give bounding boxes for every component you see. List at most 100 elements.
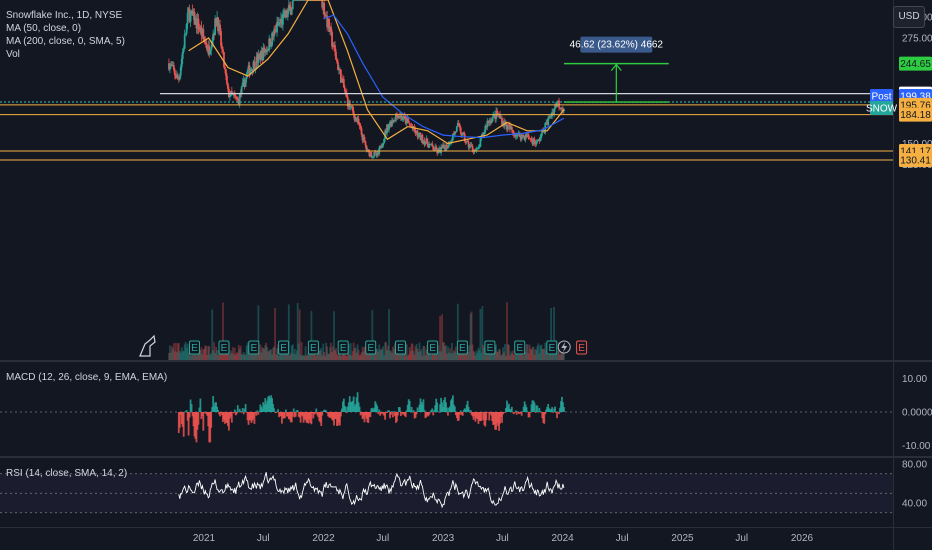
candle-body bbox=[529, 138, 532, 140]
candle-body bbox=[288, 5, 291, 7]
volume-bar bbox=[477, 347, 480, 360]
volume-bar bbox=[416, 348, 419, 360]
volume-bar bbox=[296, 302, 299, 360]
candle-body bbox=[230, 90, 233, 95]
candle-body bbox=[377, 152, 380, 154]
candle-body bbox=[280, 18, 282, 23]
macd-histogram-bar bbox=[479, 412, 482, 422]
candle-body bbox=[237, 99, 240, 104]
horizontal-levels[interactable] bbox=[0, 93, 893, 161]
macd-histogram-bar bbox=[400, 412, 403, 413]
volume-bar bbox=[238, 348, 241, 360]
candle-body bbox=[454, 131, 457, 133]
volume-bar bbox=[315, 355, 318, 360]
candle-body bbox=[396, 115, 399, 119]
candle-body bbox=[365, 145, 368, 150]
earnings-marker-label: E bbox=[397, 343, 404, 354]
macd-histogram-bar bbox=[251, 412, 254, 421]
macd-histogram-bar bbox=[446, 407, 448, 412]
volume-bar bbox=[288, 355, 291, 360]
macd-legend[interactable]: MACD (12, 26, close, 9, EMA, EMA) bbox=[6, 372, 168, 383]
candle-body bbox=[366, 149, 369, 151]
volume-bar bbox=[178, 350, 181, 360]
macd-histogram-bar bbox=[373, 407, 376, 412]
macd-histogram-bar bbox=[380, 412, 383, 414]
candle-body bbox=[187, 8, 190, 13]
volume-bar bbox=[562, 351, 564, 360]
symbol-title[interactable]: Snowflake Inc., 1D, NYSE bbox=[6, 10, 123, 21]
time-axis[interactable]: 2021 Jul 2022 Jul 2023 Jul 2024 Jul 2025 Jul 2026 bbox=[193, 533, 814, 544]
candle-body bbox=[302, 0, 305, 1]
candle-body bbox=[185, 23, 188, 34]
candle-body bbox=[560, 107, 562, 109]
volume-bar bbox=[307, 352, 310, 360]
volume-bar bbox=[195, 355, 198, 360]
volume-bar bbox=[294, 354, 297, 360]
measure-tool[interactable]: 46.62 (23.62%) 4662 bbox=[563, 36, 669, 103]
rsi-legend[interactable]: RSI (14, close, SMA, 14, 2) bbox=[6, 468, 128, 479]
macd-histogram-bar bbox=[431, 408, 434, 412]
volume-bar bbox=[300, 342, 303, 360]
volume-bar bbox=[499, 349, 501, 360]
candle-body bbox=[432, 146, 435, 150]
macd-histogram-bar bbox=[357, 402, 360, 412]
time-tick-label: Jul bbox=[496, 533, 509, 544]
macd-histogram-bar bbox=[244, 404, 247, 412]
candle-body bbox=[250, 69, 253, 70]
candle-body bbox=[443, 144, 445, 148]
candle-body bbox=[197, 18, 200, 30]
volume-bar bbox=[366, 354, 369, 360]
level-price-tag-label: 199.38 bbox=[900, 91, 931, 102]
macd-histogram-bar bbox=[551, 407, 554, 412]
macd-histogram-bar bbox=[528, 412, 531, 418]
volume-bar bbox=[214, 353, 217, 360]
currency-button[interactable]: USD bbox=[893, 6, 925, 28]
ma50-legend[interactable]: MA (50, close, 0) bbox=[6, 23, 82, 34]
volume-bar bbox=[201, 354, 204, 360]
volume-bar bbox=[509, 351, 512, 360]
earnings-marker bbox=[337, 340, 349, 355]
ma200-legend[interactable]: MA (200, close, 0, SMA, 5) bbox=[6, 36, 125, 47]
level-tag-box bbox=[899, 153, 932, 168]
candle-body bbox=[422, 140, 425, 143]
volume-bar bbox=[389, 351, 391, 360]
level-side-tag-label: Post bbox=[871, 91, 891, 102]
candle-body bbox=[349, 106, 352, 108]
candle-body bbox=[546, 122, 549, 126]
macd-histogram-bar bbox=[386, 412, 388, 413]
price-axis[interactable]: 125.00150.00275.00300.0010.000.0000-10.0… bbox=[866, 12, 932, 510]
macd-histogram-bar bbox=[454, 412, 457, 416]
volume-bar bbox=[182, 351, 185, 360]
macd-histogram-bar bbox=[458, 412, 461, 415]
candle-body bbox=[494, 114, 497, 120]
candle-body bbox=[339, 69, 341, 71]
macd-histogram-bar bbox=[382, 412, 385, 415]
volume-bar bbox=[420, 349, 423, 360]
volume-bar bbox=[471, 344, 474, 360]
volume-bar bbox=[464, 349, 467, 360]
macd-histogram-bar bbox=[196, 412, 199, 430]
candle-body bbox=[225, 69, 227, 76]
macd-histogram-bar bbox=[560, 401, 562, 412]
macd-histogram-bar bbox=[350, 401, 353, 412]
candle-body bbox=[448, 141, 450, 147]
candle-body bbox=[392, 120, 394, 122]
volume-legend[interactable]: Vol bbox=[6, 49, 20, 60]
candle-body bbox=[465, 140, 468, 143]
volume-bar bbox=[235, 352, 238, 360]
candle-body bbox=[468, 145, 471, 148]
macd-histogram-bar bbox=[239, 411, 242, 412]
macd-histogram-bar bbox=[375, 403, 378, 412]
volume-bar bbox=[371, 310, 374, 360]
volume-bar bbox=[181, 350, 184, 360]
candle-body bbox=[190, 10, 193, 13]
candle-body bbox=[204, 40, 207, 43]
candle-body bbox=[330, 26, 332, 32]
candle-body bbox=[382, 142, 385, 146]
macd-histogram-bar bbox=[344, 406, 347, 412]
candle-body bbox=[173, 69, 176, 76]
volume-bar bbox=[197, 350, 200, 360]
candle-body bbox=[530, 139, 533, 141]
